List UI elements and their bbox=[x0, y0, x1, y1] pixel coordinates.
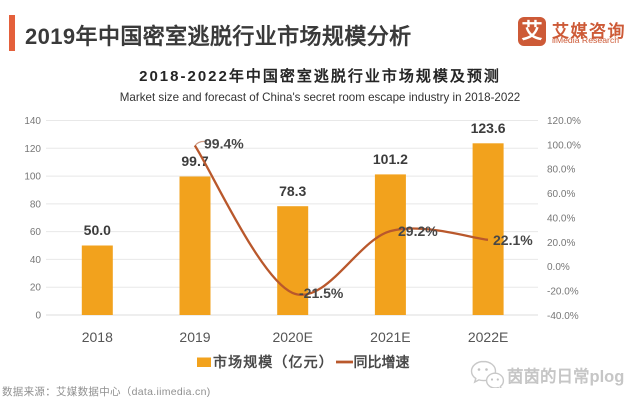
svg-text:22.1%: 22.1% bbox=[493, 232, 533, 248]
svg-text:29.2%: 29.2% bbox=[398, 223, 438, 239]
svg-text:40: 40 bbox=[30, 255, 42, 266]
svg-text:2021E: 2021E bbox=[370, 329, 410, 345]
svg-text:20: 20 bbox=[30, 283, 42, 294]
svg-text:140: 140 bbox=[24, 116, 41, 127]
svg-text:120: 120 bbox=[24, 144, 41, 155]
svg-text:100.0%: 100.0% bbox=[547, 140, 581, 151]
svg-text:123.6: 123.6 bbox=[471, 120, 506, 136]
svg-text:2019: 2019 bbox=[179, 329, 210, 345]
svg-text:2020E: 2020E bbox=[272, 329, 312, 345]
svg-text:80.0%: 80.0% bbox=[547, 165, 575, 176]
svg-text:120.0%: 120.0% bbox=[547, 116, 581, 127]
svg-text:60: 60 bbox=[30, 227, 42, 238]
svg-text:0: 0 bbox=[35, 311, 41, 322]
svg-text:78.3: 78.3 bbox=[279, 183, 306, 199]
svg-text:-40.0%: -40.0% bbox=[547, 311, 579, 322]
svg-text:-21.5%: -21.5% bbox=[299, 285, 344, 301]
svg-text:0.0%: 0.0% bbox=[547, 262, 570, 273]
svg-text:同比增速: 同比增速 bbox=[354, 354, 410, 370]
svg-text:2018: 2018 bbox=[82, 329, 113, 345]
svg-text:-20.0%: -20.0% bbox=[547, 287, 579, 298]
svg-text:50.0: 50.0 bbox=[84, 222, 111, 238]
svg-text:2022E: 2022E bbox=[468, 329, 508, 345]
svg-text:20.0%: 20.0% bbox=[547, 238, 575, 249]
svg-text:市场规模（亿元）: 市场规模（亿元） bbox=[213, 354, 334, 370]
svg-text:40.0%: 40.0% bbox=[547, 214, 575, 225]
svg-text:60.0%: 60.0% bbox=[547, 189, 575, 200]
svg-text:99.4%: 99.4% bbox=[204, 136, 244, 152]
svg-text:101.2: 101.2 bbox=[373, 151, 408, 167]
svg-text:80: 80 bbox=[30, 199, 42, 210]
svg-text:100: 100 bbox=[24, 172, 41, 183]
